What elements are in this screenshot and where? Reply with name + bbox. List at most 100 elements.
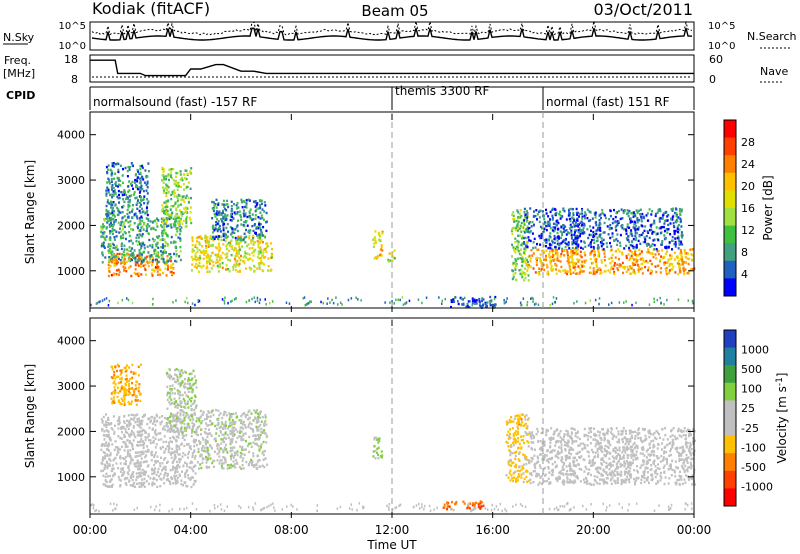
heatmap-cell-10 (613, 208, 615, 212)
heatmap-cell-1 (141, 219, 144, 223)
freq-panel: Freq. [MHz] 18 8 60 0 Nave (3, 53, 788, 86)
heatmap-cell-5 (520, 413, 523, 416)
heatmap-cell-0 (191, 455, 194, 458)
heatmap-cell-9 (625, 256, 628, 260)
heatmap-cell-10 (565, 233, 568, 236)
heatmap-cell-1 (121, 253, 124, 256)
heatmap-cell-9 (555, 264, 558, 267)
heatmap-cell-9 (654, 253, 657, 256)
heatmap-cell-0 (169, 266, 172, 269)
heatmap-cell-4 (375, 451, 378, 454)
heatmap-cell-0 (115, 446, 117, 449)
heatmap-cell-8 (523, 259, 526, 263)
heatmap-cell-0 (127, 473, 130, 476)
heatmap-cell-1 (174, 233, 177, 237)
heatmap-cell-10 (572, 208, 574, 211)
heatmap-cell-3 (181, 212, 184, 215)
heatmap-cell-5 (231, 209, 234, 212)
heatmap-cell-10 (524, 213, 527, 216)
heatmap-cell-10 (536, 213, 539, 216)
heatmap-cell-3 (235, 440, 238, 444)
heatmap-cell-1 (141, 216, 144, 220)
heatmap-cell-10 (525, 228, 528, 231)
heatmap-cell-0 (119, 479, 122, 482)
heatmap-cell-5 (510, 445, 513, 448)
heatmap-cell-8 (521, 271, 524, 274)
heatmap-cell-9 (614, 250, 617, 253)
noise-cell (245, 300, 248, 304)
heatmap-cell-4 (249, 257, 252, 260)
heatmap-cell-3 (247, 425, 250, 429)
heatmap-cell-0 (114, 473, 116, 476)
heatmap-cell-8 (517, 217, 519, 220)
heatmap-cell-2 (173, 397, 176, 400)
heatmap-cell-10 (653, 219, 656, 222)
heatmap-cell-0 (140, 273, 143, 276)
heatmap-cell-10 (629, 219, 632, 223)
heatmap-cell-4 (216, 266, 219, 269)
heatmap-cell-4 (252, 243, 255, 247)
noise-cell (271, 300, 274, 303)
heatmap-cell-10 (576, 213, 579, 216)
heatmap-cell-3 (206, 449, 209, 452)
heatmap-cell-9 (559, 255, 562, 258)
heatmap-cell-9 (645, 260, 648, 263)
heatmap-cell-9 (632, 252, 635, 256)
heatmap-cell-0 (165, 263, 168, 266)
heatmap-cell-4 (230, 253, 233, 257)
heatmap-cell-0 (147, 464, 150, 467)
heatmap-cell-1 (149, 244, 152, 247)
heatmap-cell-2 (190, 396, 193, 400)
heatmap-cell-1 (151, 259, 154, 262)
heatmap-cell-9 (576, 252, 579, 256)
heatmap-cell-1 (123, 230, 126, 234)
heatmap-cell-3 (206, 432, 209, 436)
heatmap-cell-8 (516, 257, 519, 260)
heatmap-cell-1 (174, 241, 177, 244)
heatmap-cell-0 (162, 440, 165, 444)
heatmap-cell-5 (222, 232, 225, 236)
heatmap-cell-0 (145, 255, 148, 258)
heatmap-cell-4 (191, 248, 194, 251)
heatmap-cell-0 (175, 460, 178, 464)
heatmap-cell-8 (511, 228, 513, 231)
heatmap-cell-3 (183, 207, 186, 210)
heatmap-cell-5 (215, 206, 218, 209)
heatmap-cell-1 (173, 252, 176, 256)
heatmap-cell-3 (231, 449, 234, 452)
heatmap-cell-10 (631, 234, 634, 238)
heatmap-cell-1 (133, 393, 136, 396)
heatmap-cell-3 (185, 225, 188, 228)
heatmap-cell-0 (133, 462, 136, 465)
heatmap-cell-0 (141, 429, 144, 433)
heatmap-cell-2 (117, 162, 120, 166)
heatmap-cell-4 (231, 247, 234, 251)
heatmap-cell-0 (170, 420, 173, 423)
heatmap-cell-10 (589, 243, 592, 246)
heatmap-cell-0 (140, 483, 143, 487)
heatmap-cell-3 (185, 206, 188, 209)
heatmap-cell-3 (233, 463, 236, 466)
heatmap-cell-2 (111, 211, 114, 214)
heatmap-cell-10 (551, 216, 554, 220)
noise-cell (687, 299, 689, 302)
heatmap-cell-5 (225, 226, 228, 230)
heatmap-cell-4 (220, 235, 223, 238)
heatmap-cell-9 (597, 254, 600, 258)
heatmap-cell-10 (598, 218, 601, 222)
heatmap-cell-0 (116, 252, 119, 256)
heatmap-cell-1 (141, 257, 144, 260)
heatmap-cell-1 (131, 376, 134, 380)
heatmap-cell-8 (518, 252, 521, 256)
heatmap-cell-0 (132, 447, 134, 451)
heatmap-cell-0 (123, 462, 126, 465)
heatmap-cell-3 (219, 459, 222, 462)
heatmap-cell-10 (676, 236, 679, 240)
heatmap-cell-2 (136, 180, 139, 183)
heatmap-cell-9 (628, 258, 631, 261)
heatmap-cell-1 (132, 372, 135, 375)
heatmap-cell-2 (183, 399, 186, 402)
heatmap-cell-10 (662, 212, 665, 215)
heatmap-cell-2 (109, 193, 111, 197)
heatmap-cell-0 (150, 450, 153, 453)
